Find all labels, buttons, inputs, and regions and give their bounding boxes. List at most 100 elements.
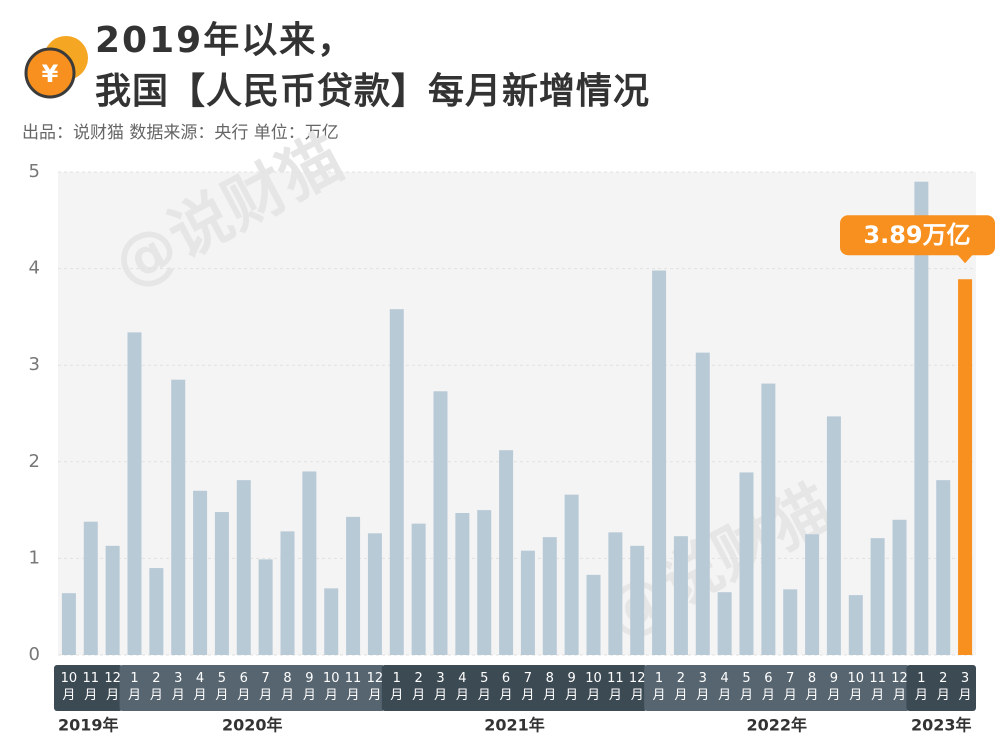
x-tick-label: 7月 [783,671,797,703]
bar [542,537,557,655]
bar [608,532,623,655]
bar [892,519,907,655]
bar [105,545,120,655]
bar [302,471,317,655]
value-label-box [840,215,995,256]
bar [171,379,186,655]
x-tick-label: 2月 [412,671,426,703]
year-strip [381,665,648,711]
x-tick-label: 6月 [237,671,251,703]
x-tick-label: 8月 [543,671,557,703]
x-tick-label: 11月 [344,671,362,703]
y-tick-label: 0 [29,644,40,665]
x-tick-label: 8月 [805,671,819,703]
bar [936,480,951,655]
bar [280,531,295,655]
y-tick-label: 5 [29,161,40,182]
year-label: 2020年 [222,716,283,735]
bar [346,516,361,655]
bar [499,450,514,655]
bar [83,521,98,655]
year-strip [644,665,910,711]
bar [958,279,973,655]
x-tick-label: 4月 [193,671,207,703]
x-tick-label: 11月 [607,671,624,703]
value-label: 3.89万亿 [863,221,970,249]
x-tick-label: 5月 [739,671,753,703]
bar [826,416,841,655]
bar [586,574,601,655]
y-tick-label: 1 [29,547,40,568]
x-tick-label: 12月 [628,671,646,703]
bar [739,472,754,655]
bar [389,309,404,655]
x-tick-label: 4月 [455,671,469,703]
x-tick-label: 10月 [847,671,865,703]
bar [193,490,208,655]
x-tick-label: 7月 [521,671,535,703]
x-tick-label: 3月 [958,671,972,703]
year-label: 2022年 [747,716,808,735]
bar [433,391,448,655]
y-tick-label: 4 [29,258,40,279]
x-tick-label: 11月 [82,671,100,703]
bar [870,538,885,655]
bar [673,536,688,655]
bar [258,559,273,655]
bar [455,512,470,655]
year-strip [906,665,976,711]
x-tick-label: 12月 [104,671,121,703]
x-tick-label: 9月 [827,671,841,703]
x-tick-label: 10月 [585,671,602,703]
x-tick-label: 1月 [127,671,141,703]
x-tick-label: 6月 [499,671,513,703]
x-tick-label: 10月 [60,671,78,703]
bar [630,545,645,655]
x-tick-label: 12月 [366,671,384,703]
value-label-pointer [957,254,974,264]
plot-background [58,172,976,655]
x-tick-label: 12月 [891,671,908,703]
year-strip [54,665,123,711]
bar [914,181,929,655]
x-tick-label: 2月 [674,671,688,703]
bar [717,592,732,655]
x-tick-label: 9月 [302,671,316,703]
bar [214,512,229,655]
year-label: 2019年 [58,716,119,735]
bar [324,588,339,655]
subtitle: 出品：说财猫 数据来源：央行 单位：万亿 [22,123,339,143]
bar [761,383,776,655]
x-tick-label: 5月 [477,671,491,703]
x-tick-label: 2月 [936,671,950,703]
y-tick-label: 2 [29,451,40,472]
x-tick-label: 2月 [149,671,163,703]
bar [477,510,492,655]
year-label: 2023年 [911,716,972,735]
x-tick-label: 9月 [565,671,579,703]
bar [149,568,164,655]
bar [564,494,579,655]
bar [61,593,76,655]
title-line: 2019年以来， [95,20,355,61]
bar [695,352,710,655]
year-strip [119,665,385,711]
x-tick-label: 1月 [652,671,666,703]
logo-coin [24,47,76,99]
y-tick-label: 3 [29,354,40,375]
x-tick-label: 7月 [259,671,273,703]
bar [520,550,535,655]
x-tick-label: 4月 [718,671,732,703]
x-tick-label: 10月 [322,671,340,703]
title-line: 我国【人民币贷款】每月新增情况 [95,71,650,112]
year-label: 2021年 [484,716,545,735]
x-tick-label: 3月 [696,671,710,703]
x-tick-label: 8月 [280,671,294,703]
bar [236,480,251,655]
bar [411,523,426,655]
x-tick-label: 3月 [171,671,185,703]
bar [848,595,863,655]
x-tick-label: 5月 [215,671,229,703]
